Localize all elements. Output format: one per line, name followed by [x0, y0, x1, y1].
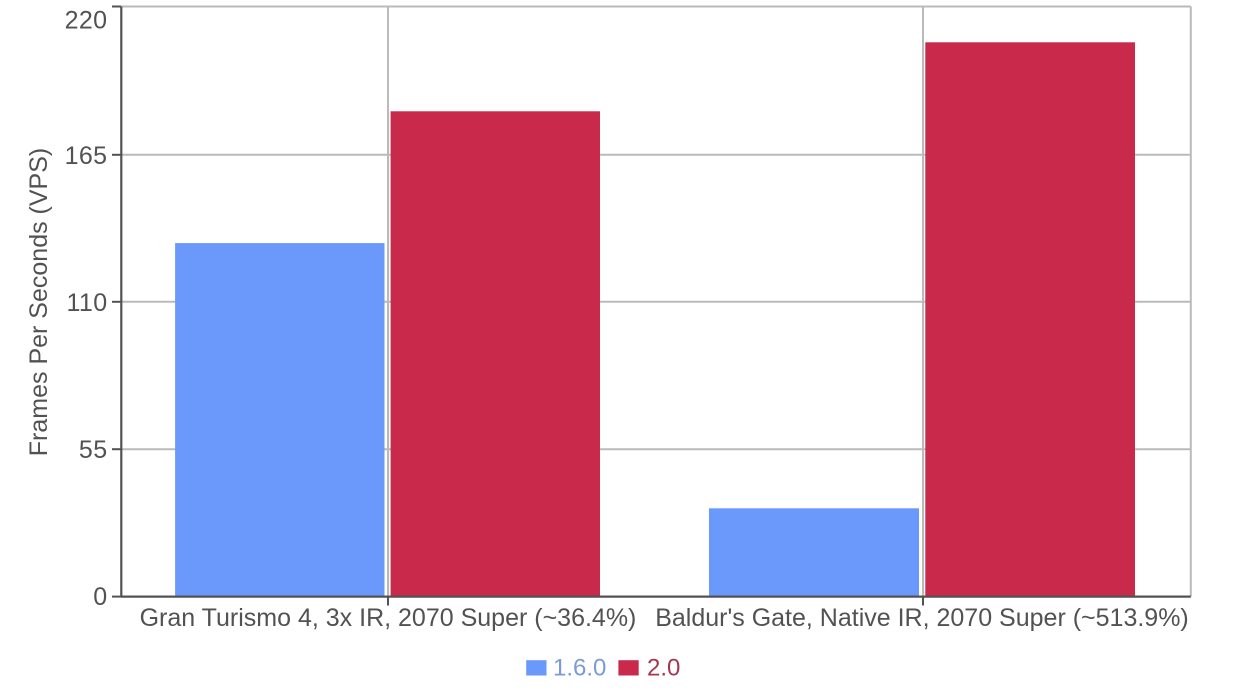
- svg-text:165: 165: [65, 142, 108, 170]
- svg-text:Baldur's Gate, Native IR, 2070: Baldur's Gate, Native IR, 2070 Super (~5…: [655, 604, 1189, 632]
- svg-text:Frames Per Seconds (VPS): Frames Per Seconds (VPS): [25, 148, 53, 456]
- svg-text:110: 110: [66, 289, 107, 317]
- svg-text:1.6.0: 1.6.0: [553, 654, 606, 681]
- svg-text:0: 0: [93, 583, 107, 611]
- svg-text:Gran Turismo 4, 3x IR, 2070 Su: Gran Turismo 4, 3x IR, 2070 Super (~36.4…: [140, 604, 637, 632]
- svg-text:2.0: 2.0: [647, 654, 680, 681]
- svg-text:55: 55: [79, 436, 108, 464]
- svg-text:220: 220: [65, 6, 108, 34]
